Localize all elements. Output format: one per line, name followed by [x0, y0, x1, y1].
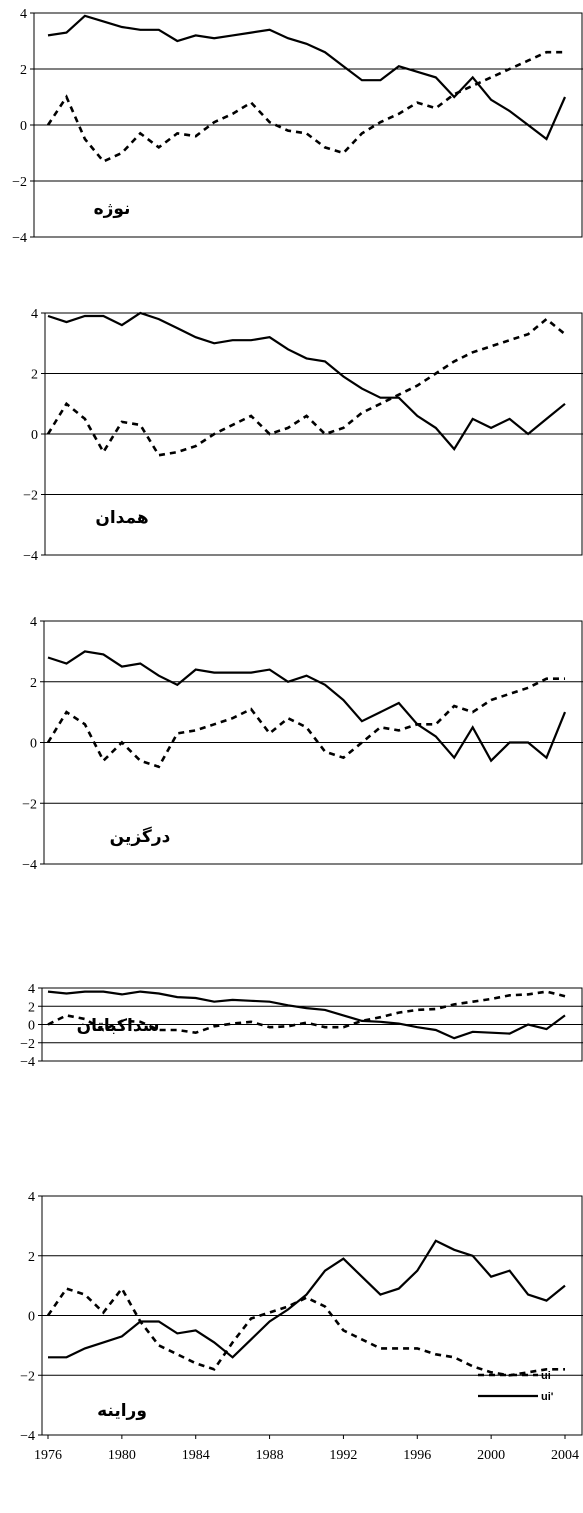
series-ui-line	[46, 1286, 565, 1377]
chart-panel: 4 2 0 −2 −4 نوژه	[12, 7, 583, 246]
series-ui-line	[46, 50, 565, 163]
y-tick-label: −4	[22, 858, 37, 873]
series-ui-prime-line	[47, 990, 566, 1040]
x-tick-label: 2000	[477, 1448, 505, 1463]
y-tick-label: −4	[20, 1429, 35, 1444]
series-ui-prime-line	[47, 311, 566, 451]
y-tick-label: 4	[31, 307, 38, 322]
x-tick-label: 1992	[329, 1448, 357, 1463]
y-tick-label: −4	[12, 231, 27, 246]
y-tick-label: 0	[31, 428, 38, 443]
y-tick-label: −4	[20, 1055, 35, 1070]
chart-panel: 4 2 0 −2 −4 درگزین	[22, 615, 583, 873]
x-tick-label: 1980	[108, 1448, 136, 1463]
y-tick-label: 2	[20, 63, 27, 78]
chart-panel: 4 2 0 −2 −4 همدان	[23, 307, 583, 564]
station-name: همدان	[95, 508, 148, 528]
station-name: سداکباتان	[77, 1016, 160, 1036]
y-tick-label: −2	[20, 1037, 35, 1052]
y-tick-label: 4	[20, 7, 27, 22]
x-tick-label: 1976	[34, 1448, 62, 1463]
chart-panel: 4 2 0 −2 −4 سداکباتان	[20, 982, 583, 1070]
y-tick-label: 0	[28, 1019, 35, 1034]
series-ui-prime-line	[48, 1239, 566, 1359]
station-name: وراينه	[97, 1401, 147, 1421]
series-ui-prime-line	[47, 650, 567, 763]
y-tick-label: −2	[22, 797, 37, 812]
series-ui-line	[47, 990, 566, 1035]
legend: ui ui'	[478, 1370, 554, 1403]
y-tick-label: 2	[31, 368, 38, 383]
y-tick-label: 4	[30, 615, 37, 630]
station-name: نوژه	[94, 199, 131, 219]
y-tick-label: 2	[28, 1000, 35, 1015]
chart-panel: 4 2 0 −2 −4 وراينه 1976 1980 1984 1988 1992 1996 200…	[20, 1190, 583, 1463]
x-tick-label: 1984	[182, 1448, 210, 1463]
y-tick-label: 0	[20, 119, 27, 134]
y-tick-label: 4	[28, 982, 35, 997]
y-tick-label: −4	[23, 549, 38, 564]
y-tick-label: 4	[28, 1190, 35, 1205]
series-ui-line	[46, 317, 566, 457]
series-ui-prime-line	[47, 14, 567, 141]
legend-label: ui'	[541, 1391, 554, 1403]
y-tick-label: 2	[28, 1250, 35, 1265]
x-tick-label: 2004	[551, 1448, 579, 1463]
y-tick-label: 0	[28, 1310, 35, 1325]
x-tick-label: 1988	[256, 1448, 284, 1463]
station-name: درگزین	[110, 826, 171, 847]
y-tick-label: −2	[23, 489, 38, 504]
legend-label: ui	[541, 1370, 551, 1382]
y-tick-label: −2	[20, 1369, 35, 1384]
x-tick-label: 1996	[403, 1448, 431, 1463]
y-tick-label: 0	[30, 737, 37, 752]
y-tick-label: −2	[12, 175, 27, 190]
y-tick-label: 2	[30, 676, 37, 691]
